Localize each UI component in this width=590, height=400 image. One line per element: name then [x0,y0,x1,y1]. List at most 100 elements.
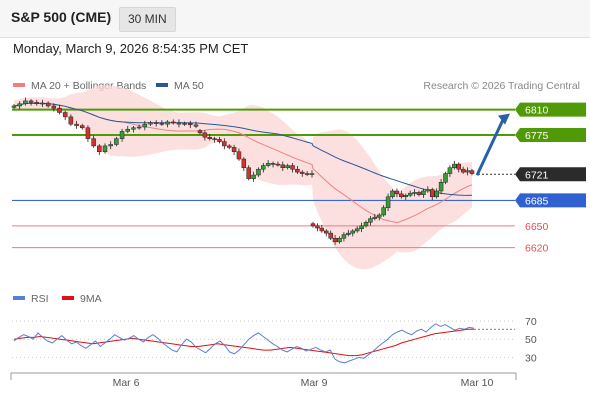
candle-body [315,225,320,229]
candle-body [465,170,470,173]
rsi-tick-70: 70 [525,316,537,328]
candle-body [108,144,113,147]
ma20-swatch [13,83,25,88]
candle-body [182,123,187,125]
candle [372,213,378,221]
rsi-swatch [13,296,25,301]
candle-body [346,232,351,235]
candle-body [456,163,461,170]
price-tag-6721 [515,167,586,182]
candle-body [57,107,62,113]
candle [108,141,113,150]
candle-body [469,170,475,174]
candle-body [28,100,34,103]
candle-body [280,164,286,168]
candle [319,224,325,233]
candle-body [62,112,68,118]
price-tag-label-6775: 6775 [525,130,549,142]
candle [390,189,395,199]
candle [434,188,439,199]
candle-body [443,173,448,183]
candle [421,188,426,198]
candle-body [246,167,251,179]
candle [207,133,212,141]
candle [290,163,295,173]
instrument-title: S&P 500 (CME) [11,9,112,25]
candle [51,103,57,112]
candle-body [171,121,176,124]
candle-body [407,192,413,196]
candle-body [241,158,247,168]
candle [197,128,203,135]
candle [256,167,261,177]
candle-body [350,230,355,234]
candle-body [159,123,165,125]
candle-body [328,232,333,239]
candle-body [23,100,28,105]
candle [341,232,347,242]
candle-body [261,165,266,170]
candle [114,136,119,147]
candle-body [226,145,232,148]
candle [377,213,382,221]
candle [275,161,281,167]
timeframe-button[interactable]: 30 MIN [119,7,176,32]
candle [246,165,251,181]
rsi-line [13,323,475,364]
candle [217,136,222,144]
candle-body [45,102,51,107]
rsi-tick-30: 30 [525,352,537,364]
x-tick-mar-6: Mar 6 [113,377,140,389]
candle [212,136,217,143]
candle-body [256,168,261,176]
ma9-legend: 9MA [62,293,102,305]
candle [309,170,315,178]
candle-body [416,192,422,195]
candle [136,124,142,130]
candle [11,104,17,110]
candle-body [251,174,256,179]
candle [300,170,305,177]
candle-body [125,128,130,132]
candle-body [270,163,276,165]
candle [171,119,176,125]
candle [17,101,22,110]
candle-body [119,131,125,139]
candle-body [460,168,466,173]
candle [45,101,51,108]
ma50-legend: MA 50 [156,80,204,92]
candle-body [385,196,391,208]
candle-body [11,105,17,108]
candle [57,104,62,115]
ma50-line [13,102,473,196]
candle-body [142,123,148,128]
candle [251,171,256,182]
candle-body [430,189,435,198]
price-tag-label-6620: 6620 [525,243,549,255]
candle [193,121,199,129]
candle [40,99,45,108]
candle-body [304,173,310,175]
candle-body [300,171,305,174]
candle-body [212,138,217,140]
rsi-tick-50: 50 [525,334,537,346]
candle-body [74,123,79,126]
candle [265,160,271,168]
ma50-legend-label: MA 50 [174,80,204,92]
candle-body [222,141,227,147]
candle-body [290,165,295,170]
candle [337,236,342,244]
candle-body [131,127,136,130]
candle-body [394,190,400,195]
candle-body [153,122,159,124]
candle [153,120,159,127]
candle [438,178,444,195]
candle-body [136,126,142,129]
candle [68,114,74,126]
candle-body [412,192,417,194]
candle [202,130,208,141]
rsi-legend-label: RSI [31,293,49,305]
candle-body [403,195,408,198]
candle [443,171,448,185]
